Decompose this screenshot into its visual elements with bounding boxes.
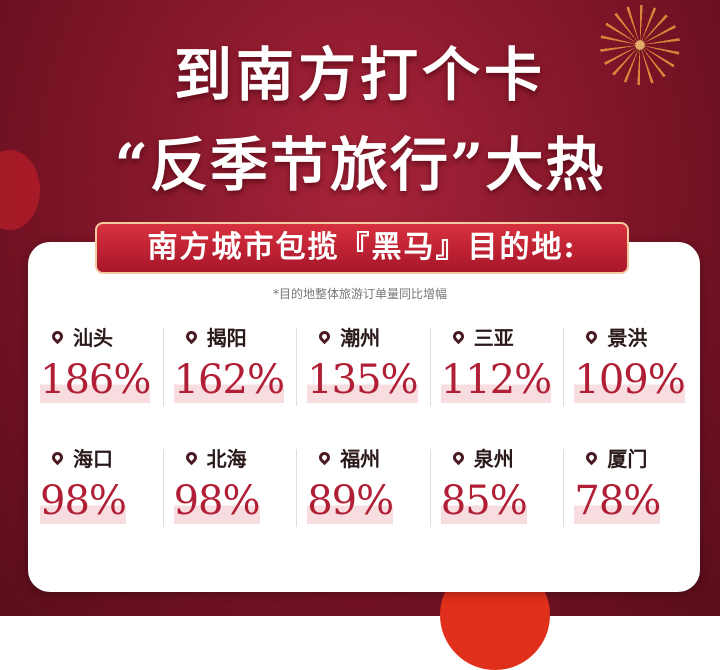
growth-value: 109% xyxy=(574,357,686,403)
growth-value: 98% xyxy=(173,478,260,524)
city-label: 景洪 xyxy=(584,322,698,351)
firework-decoration xyxy=(600,5,680,85)
city-label: 三亚 xyxy=(450,322,565,351)
location-pin-icon xyxy=(49,449,66,466)
city-item: 潮州 135% xyxy=(297,322,431,406)
city-label: 汕头 xyxy=(49,322,164,351)
location-pin-icon xyxy=(316,328,333,345)
city-item: 福州 89% xyxy=(297,443,431,527)
location-pin-icon xyxy=(316,449,333,466)
footnote: *目的地整体旅游订单量同比增幅 xyxy=(272,287,447,301)
city-name: 揭阳 xyxy=(206,326,247,350)
location-pin-icon xyxy=(183,449,199,466)
city-item: 厦门 78% xyxy=(564,443,698,524)
city-name: 北海 xyxy=(206,447,247,471)
city-name: 汕头 xyxy=(73,326,113,350)
city-name: 潮州 xyxy=(340,326,381,350)
city-grid: 汕头 186% 揭阳 162% 潮州 135% 三亚 112% 景洪 109% 海口 98% 北海 98%… xyxy=(30,322,698,527)
location-pin-icon xyxy=(183,328,199,345)
location-pin-icon xyxy=(450,449,467,466)
growth-value: 89% xyxy=(307,478,394,524)
title-line-1: 到南方打个卡 xyxy=(173,41,546,109)
location-pin-icon xyxy=(49,328,66,345)
city-item: 汕头 186% xyxy=(30,322,164,406)
city-name: 海口 xyxy=(73,447,113,471)
city-item: 泉州 85% xyxy=(431,443,565,527)
growth-value: 162% xyxy=(173,357,285,403)
growth-value: 112% xyxy=(440,357,552,403)
city-name: 厦门 xyxy=(607,447,648,471)
growth-value: 98% xyxy=(40,478,127,524)
growth-value: 135% xyxy=(307,357,419,403)
location-pin-icon xyxy=(584,449,600,466)
city-item: 海口 98% xyxy=(30,443,164,527)
city-item: 揭阳 162% xyxy=(164,322,298,406)
city-label: 泉州 xyxy=(450,443,565,472)
location-pin-icon xyxy=(450,328,467,345)
growth-value: 85% xyxy=(440,478,528,524)
city-item: 景洪 109% xyxy=(564,322,698,403)
title-line-2: “反季节旅行”大热 xyxy=(114,131,606,199)
city-label: 海口 xyxy=(49,443,164,472)
growth-value: 186% xyxy=(40,357,151,403)
city-label: 厦门 xyxy=(584,443,698,472)
city-label: 北海 xyxy=(183,443,298,472)
location-pin-icon xyxy=(584,328,600,345)
city-name: 福州 xyxy=(340,447,381,471)
growth-value: 78% xyxy=(574,478,661,524)
city-name: 三亚 xyxy=(473,326,514,350)
city-label: 揭阳 xyxy=(183,322,298,351)
city-item: 三亚 112% xyxy=(431,322,565,406)
city-name: 泉州 xyxy=(473,447,514,471)
stats-card xyxy=(28,242,700,592)
city-label: 福州 xyxy=(316,443,431,472)
city-item: 北海 98% xyxy=(164,443,298,527)
banner: 南方城市包揽『黑马』目的地: xyxy=(95,222,629,274)
city-name: 景洪 xyxy=(607,326,648,350)
city-label: 潮州 xyxy=(316,322,431,351)
